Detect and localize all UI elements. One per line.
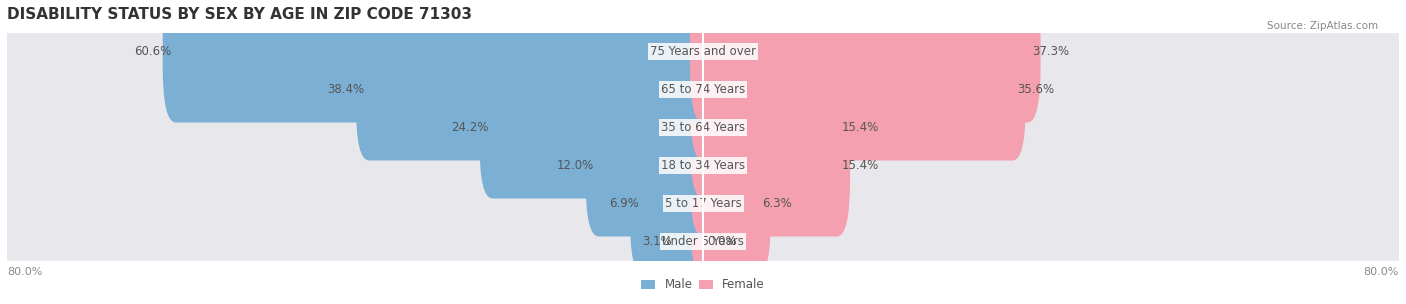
FancyBboxPatch shape xyxy=(690,133,770,275)
Legend: Male, Female: Male, Female xyxy=(637,274,769,296)
Text: 65 to 74 Years: 65 to 74 Years xyxy=(661,83,745,96)
FancyBboxPatch shape xyxy=(7,33,1399,71)
Text: 35.6%: 35.6% xyxy=(1017,83,1054,96)
Text: 80.0%: 80.0% xyxy=(7,267,42,277)
Text: 3.1%: 3.1% xyxy=(643,235,672,248)
Text: 80.0%: 80.0% xyxy=(1364,267,1399,277)
FancyBboxPatch shape xyxy=(690,95,851,237)
Text: 38.4%: 38.4% xyxy=(328,83,364,96)
FancyBboxPatch shape xyxy=(7,71,1399,109)
Text: 60.6%: 60.6% xyxy=(134,45,172,58)
FancyBboxPatch shape xyxy=(664,171,716,304)
FancyBboxPatch shape xyxy=(7,147,1399,185)
FancyBboxPatch shape xyxy=(7,223,1399,261)
FancyBboxPatch shape xyxy=(690,0,1040,123)
FancyBboxPatch shape xyxy=(690,57,851,199)
FancyBboxPatch shape xyxy=(356,19,716,161)
Text: 37.3%: 37.3% xyxy=(1032,45,1069,58)
Text: 0.0%: 0.0% xyxy=(707,235,737,248)
Text: DISABILITY STATUS BY SEX BY AGE IN ZIP CODE 71303: DISABILITY STATUS BY SEX BY AGE IN ZIP C… xyxy=(7,7,472,22)
Text: Source: ZipAtlas.com: Source: ZipAtlas.com xyxy=(1267,21,1378,31)
Text: 12.0%: 12.0% xyxy=(557,159,595,172)
FancyBboxPatch shape xyxy=(585,95,716,237)
Text: 18 to 34 Years: 18 to 34 Years xyxy=(661,159,745,172)
Text: 6.3%: 6.3% xyxy=(762,197,792,210)
FancyBboxPatch shape xyxy=(7,109,1399,147)
FancyBboxPatch shape xyxy=(690,171,716,304)
Text: 15.4%: 15.4% xyxy=(841,121,879,134)
FancyBboxPatch shape xyxy=(630,133,716,275)
FancyBboxPatch shape xyxy=(479,57,716,199)
Text: 24.2%: 24.2% xyxy=(451,121,488,134)
Text: Under 5 Years: Under 5 Years xyxy=(662,235,744,248)
Text: 6.9%: 6.9% xyxy=(609,197,638,210)
FancyBboxPatch shape xyxy=(690,19,1026,161)
Text: 75 Years and over: 75 Years and over xyxy=(650,45,756,58)
Text: 15.4%: 15.4% xyxy=(841,159,879,172)
Text: 5 to 17 Years: 5 to 17 Years xyxy=(665,197,741,210)
FancyBboxPatch shape xyxy=(163,0,716,123)
Text: 35 to 64 Years: 35 to 64 Years xyxy=(661,121,745,134)
FancyBboxPatch shape xyxy=(7,185,1399,223)
